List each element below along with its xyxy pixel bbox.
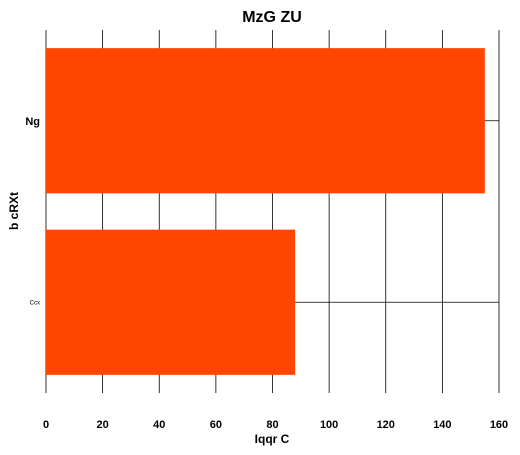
x-tick-label: 120 <box>377 419 395 431</box>
x-axis-label: Iqqr C <box>255 432 290 446</box>
bar-ccx <box>46 229 296 375</box>
y-category-labels: Ng Ccx <box>25 116 40 307</box>
bars <box>46 48 485 375</box>
x-tick-label: 60 <box>210 419 222 431</box>
y-axis-label: b cRXt <box>7 192 21 230</box>
x-tick-label: 100 <box>320 419 338 431</box>
x-tick-label: 160 <box>490 419 508 431</box>
x-tick-label: 20 <box>97 419 109 431</box>
y-category-label: Ccx <box>30 300 40 306</box>
x-tick-label: 140 <box>433 419 451 431</box>
x-tick-labels: 0 20 40 60 80 100 120 140 160 <box>43 419 508 431</box>
bar-ng <box>46 48 485 194</box>
x-tick-label: 40 <box>153 419 165 431</box>
x-tick-label: 0 <box>43 419 49 431</box>
y-category-label: Ng <box>25 116 40 128</box>
x-tick-label: 80 <box>266 419 278 431</box>
chart-title: MzG ZU <box>242 9 302 26</box>
